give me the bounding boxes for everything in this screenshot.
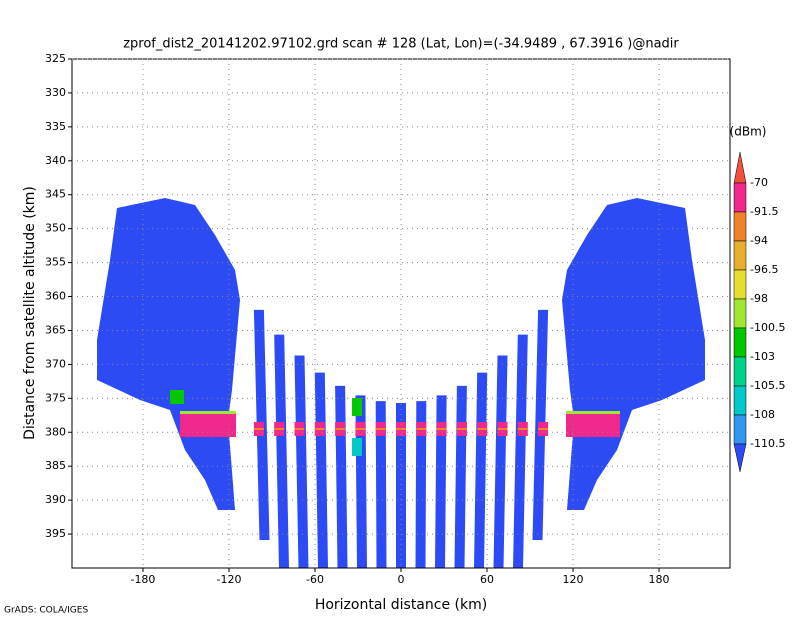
scan-stripe [294,355,309,568]
y-tick-label: 355 [45,256,66,269]
colorbar-label: -96.5 [750,263,778,276]
x-tick-label: 120 [563,573,584,586]
y-tick-label: 390 [45,493,66,506]
colorbar-label: -94 [750,234,768,247]
colorbar-segment [733,269,747,300]
y-tick-label: 325 [45,52,66,65]
y-tick-label: 345 [45,188,66,201]
colorbar-label: -105.5 [750,379,785,392]
scan-stripe [335,385,348,568]
scan-stripe [513,334,528,568]
echo-core [477,428,488,430]
echo-patch [352,438,362,456]
scan-stripe [435,395,447,568]
scan-stripe [274,334,289,568]
echo-core [253,428,264,430]
x-tick-label: 0 [398,573,405,586]
echo-edge [566,411,620,414]
colorbar-segment [733,356,747,387]
y-tick-label: 350 [45,222,66,235]
colorbar-segment [733,240,747,271]
colorbar-label: -70 [750,176,768,189]
scan-stripe [474,372,488,568]
x-axis-label: Horizontal distance (km) [315,597,487,613]
scan-region [562,198,705,510]
y-tick-label: 360 [45,290,66,303]
echo-core [436,428,447,430]
x-tick-label: 180 [649,573,670,586]
echo-core [375,428,386,430]
echo-core [274,428,285,430]
echo-patch [352,398,362,416]
echo-band [180,413,236,437]
x-tick-label: -120 [216,573,241,586]
colorbar-arrow [733,443,747,473]
y-tick-label: 395 [45,527,66,540]
field [97,198,705,568]
colorbar-label: -100.5 [750,321,785,334]
scan-region [97,198,240,510]
colorbar-segment [733,327,747,358]
echo-core [416,428,427,430]
echo-edge [180,411,236,414]
scan-stripe [314,372,328,568]
y-tick-label: 330 [45,86,66,99]
scan-stripe [375,401,387,568]
y-tick-label: 375 [45,391,66,404]
echo-core [355,428,366,430]
echo-core [517,428,528,430]
y-axis-label: Distance from satellite altitude (km) [22,186,38,440]
x-tick-label: 60 [480,573,494,586]
colorbar-unit: (dBm) [730,125,767,139]
colorbar-segment [733,414,747,445]
scan-stripe [415,401,427,568]
colorbar-segment [733,211,747,242]
x-tick-label: -60 [306,573,324,586]
footer: GrADS: COLA/IGES [4,606,88,616]
scan-stripe [355,395,367,568]
colorbar-segment [733,385,747,416]
colorbar-segment [733,298,747,329]
y-tick-label: 335 [45,120,66,133]
colorbar-label: -108 [750,408,775,421]
echo-band [566,413,620,437]
echo-core [497,428,508,430]
colorbar-label: -103 [750,350,775,363]
scan-stripe [493,355,508,568]
colorbar-label: -98 [750,292,768,305]
echo-core [314,428,325,430]
y-tick-label: 365 [45,323,66,336]
echo-core [335,428,346,430]
y-tick-label: 370 [45,357,66,370]
colorbar-segment [733,182,747,213]
echo-core [456,428,467,430]
echo-core [538,428,549,430]
scan-stripe [396,403,406,568]
scan-stripe [454,385,467,568]
y-tick-label: 385 [45,459,66,472]
y-tick-label: 340 [45,154,66,167]
colorbar-arrow [733,151,747,184]
y-tick-label: 380 [45,425,66,438]
echo-core [294,428,305,430]
colorbar-label: -91.5 [750,205,778,218]
echo-patch [170,390,184,404]
chart-title: zprof_dist2_20141202.97102.grd scan # 12… [123,37,679,52]
x-tick-label: -180 [130,573,155,586]
colorbar-label: -110.5 [750,437,785,450]
